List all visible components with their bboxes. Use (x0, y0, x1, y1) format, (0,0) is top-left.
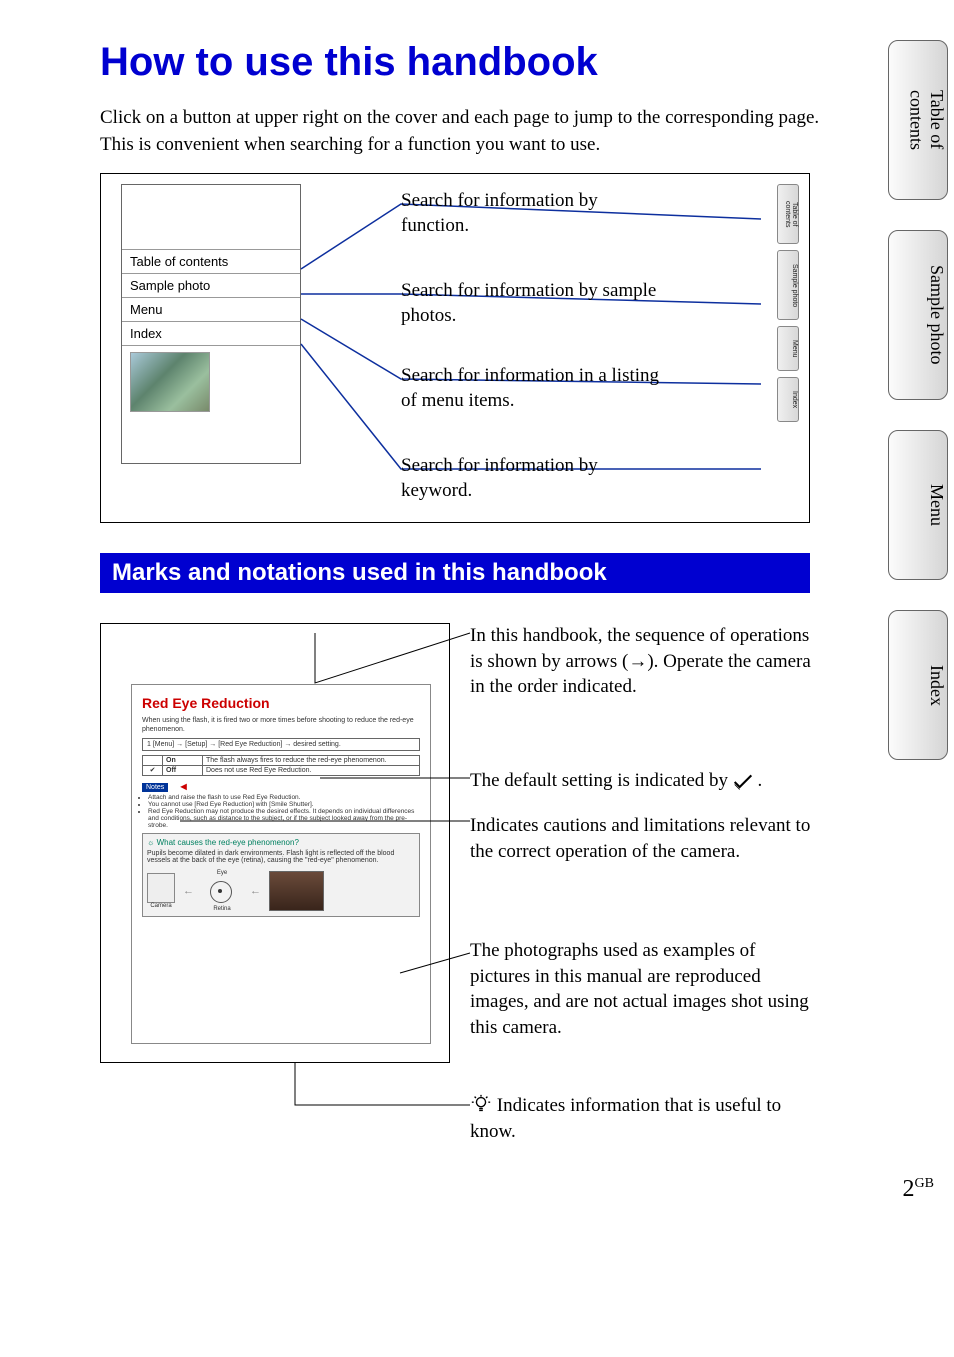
annotation: The photographs used as examples of pict… (470, 938, 820, 1041)
notation-diagram: Red Eye Reduction When using the flash, … (100, 623, 830, 1163)
diagram-caption: Search for information in a listing of m… (401, 364, 661, 413)
diagram-caption: Search for information by function. (401, 189, 661, 238)
notes-tag: Notes (142, 783, 168, 792)
intro-paragraph: Click on a button at upper right on the … (100, 105, 840, 158)
cover-nav-row: Index (122, 322, 300, 346)
mini-tab: Index (777, 377, 799, 422)
cover-sample-photo (130, 352, 210, 412)
note-bullet: You cannot use [Red Eye Reduction] with … (148, 801, 420, 808)
sample-title: Red Eye Reduction (142, 695, 420, 711)
note-bullet: Attach and raise the flash to use Red Ey… (148, 794, 420, 801)
sample-table: On The flash always fires to reduce the … (142, 755, 420, 776)
side-tab-sample-photo[interactable]: Sample photo (888, 230, 948, 400)
sample-desc: When using the flash, it is fired two or… (142, 717, 420, 734)
sample-page-thumbnail: Red Eye Reduction When using the flash, … (100, 623, 450, 1063)
notes-arrow-icon: ◀ (181, 782, 187, 791)
camera-icon (147, 873, 175, 903)
example-photo (269, 871, 324, 911)
mini-tab: Menu (777, 326, 799, 371)
section-heading: Marks and notations used in this handboo… (100, 553, 810, 593)
diagram-caption: Search for information by keyword. (401, 454, 661, 503)
tip-box: ☼ What causes the red-eye phenomenon? Pu… (142, 833, 420, 917)
arrow-icon: ← (183, 885, 194, 897)
page-title: How to use this handbook (100, 40, 840, 85)
side-tab-menu[interactable]: Menu (888, 430, 948, 580)
mini-tab: Sample photo (777, 250, 799, 320)
bulb-icon (470, 1093, 492, 1115)
cover-nav-row: Sample photo (122, 274, 300, 298)
note-bullet: Red Eye Reduction may not produce the de… (148, 808, 420, 829)
arrow-icon: ← (250, 885, 261, 897)
annotation: In this handbook, the sequence of operat… (470, 623, 820, 700)
annotation: The default setting is indicated by . (470, 768, 820, 794)
diagram-caption: Search for information by sample photos. (401, 279, 661, 328)
check-icon (733, 774, 753, 790)
cover-thumbnail: Table of contentsSample photoMenuIndex (121, 184, 301, 464)
mini-tab: Table of contents (777, 184, 799, 244)
side-tab-table-of-contents[interactable]: Table of contents (888, 40, 948, 200)
side-tab-index[interactable]: Index (888, 610, 948, 760)
eye-icon (202, 876, 242, 906)
cover-nav-row: Table of contents (122, 250, 300, 274)
cover-nav-row: Menu (122, 298, 300, 322)
annotation: Indicates information that is useful to … (470, 1093, 820, 1144)
nav-explainer-diagram: Table of contentsSample photoMenuIndex T… (100, 173, 810, 523)
annotation: Indicates cautions and limitations relev… (470, 813, 820, 864)
page-number: 2GB (903, 1176, 934, 1203)
bulb-icon: ☼ (147, 838, 154, 847)
sample-step: 1 [Menu] → [Setup] → [Red Eye Reduction]… (142, 738, 420, 751)
